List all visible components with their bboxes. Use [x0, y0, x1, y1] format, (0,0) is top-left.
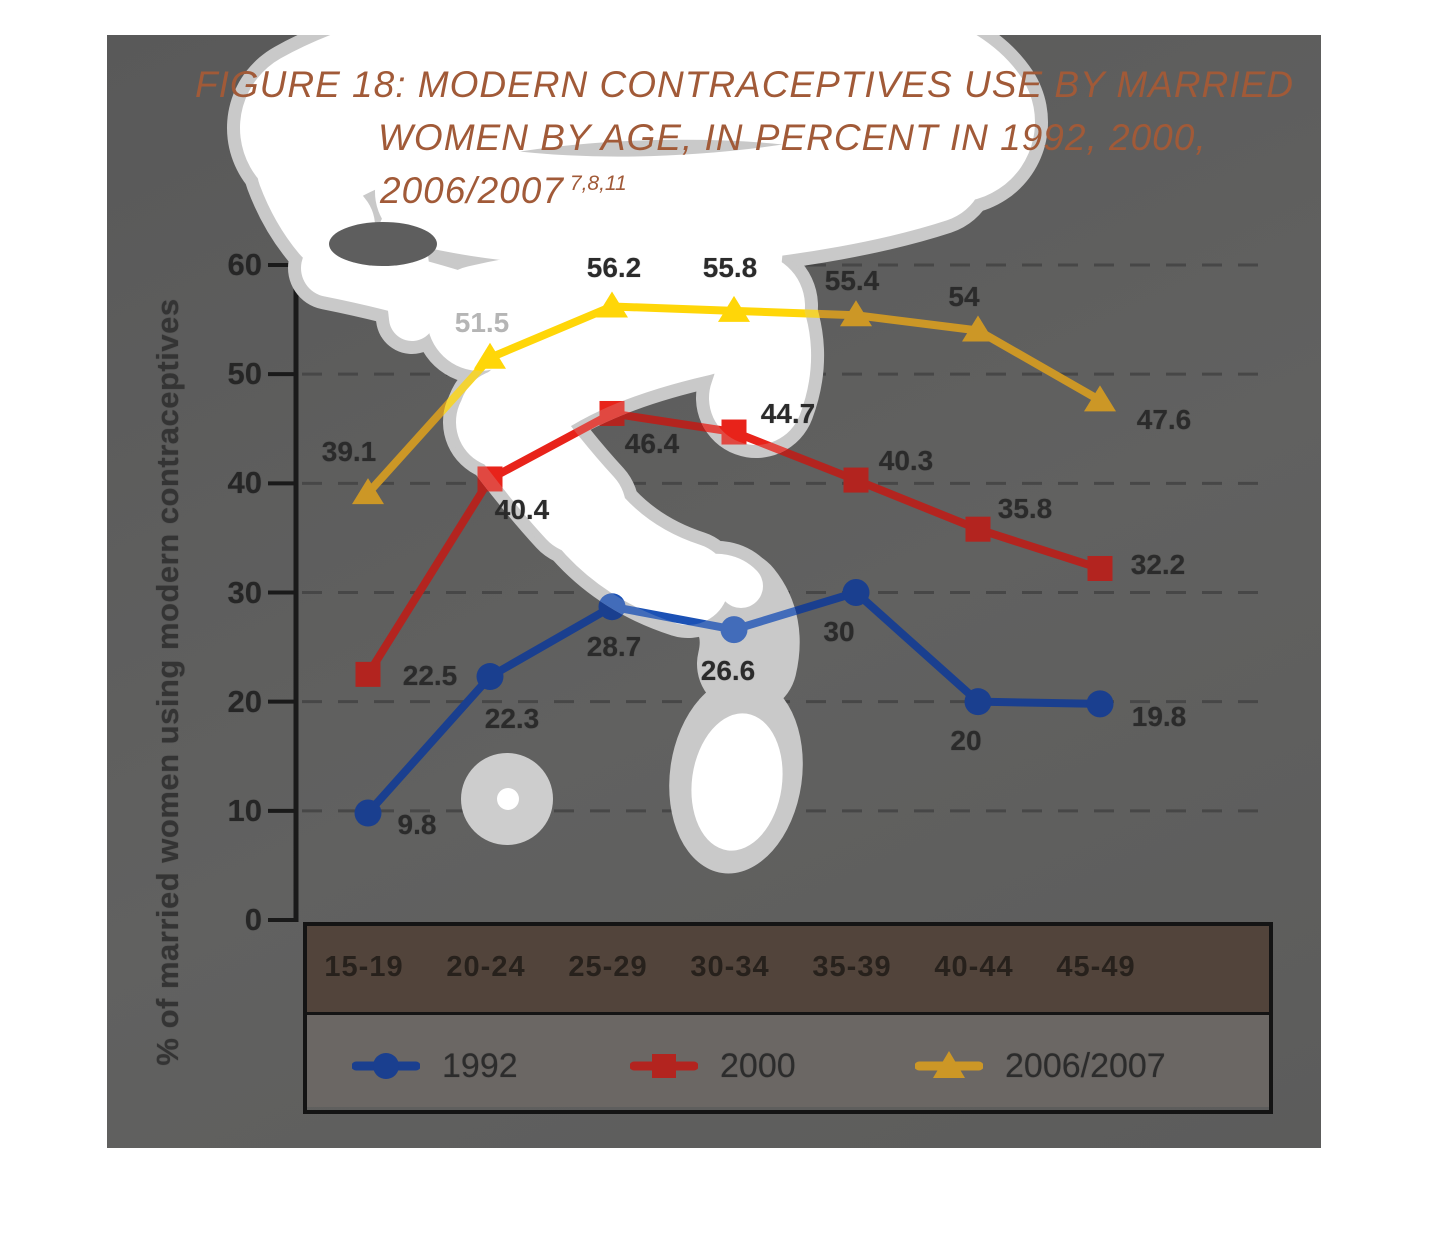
marker-square-2000-15-19 — [355, 661, 381, 687]
marker-square-2000-45-49 — [1087, 555, 1113, 581]
marker-circle-1992-30-34 — [720, 616, 748, 644]
marker-triangle-2006/2007-15-19 — [352, 478, 384, 505]
marker-triangle-2006/2007-40-44 — [962, 315, 994, 342]
legend-band — [307, 1015, 1269, 1107]
blob-white — [257, 127, 375, 269]
marker-square-2000-30-34 — [721, 419, 747, 445]
highlight-blob-layer — [227, 35, 1048, 874]
marker-triangle-2006/2007-35-39 — [840, 300, 872, 327]
series-layer-bright — [352, 291, 1116, 827]
marker-circle-1992-20-24 — [476, 663, 504, 691]
marker-circle-1992-25-29 — [598, 593, 626, 621]
marker-square-2000-35-39 — [843, 467, 869, 493]
marker-circle-1992-40-44 — [964, 688, 992, 716]
blob-white — [705, 259, 811, 445]
marker-circle-1992-35-39 — [842, 579, 870, 606]
blob-white — [539, 467, 729, 625]
marker-triangle-2006/2007-20-24 — [474, 342, 506, 369]
marker-circle-1992-45-49 — [1086, 690, 1114, 718]
blob-white — [375, 113, 985, 267]
marker-square-2000-25-29 — [599, 400, 625, 426]
blob-white — [678, 553, 763, 608]
marker-square-2000-20-24 — [477, 466, 503, 492]
blob-hole — [329, 222, 437, 266]
marker-triangle-2006/2007-45-49 — [1084, 385, 1116, 412]
blob-oval-white — [691, 713, 783, 851]
blob-white — [240, 35, 1035, 208]
marker-square-2000-40-44 — [965, 516, 991, 542]
marker-triangle-2006/2007-25-29 — [596, 291, 628, 318]
blob-ring-dot — [497, 788, 519, 810]
x-axis-band — [307, 926, 1269, 1015]
marker-circle-1992-15-19 — [354, 799, 382, 827]
marker-triangle-2006/2007-30-34 — [718, 295, 750, 322]
axis-legend-box — [303, 922, 1273, 1114]
